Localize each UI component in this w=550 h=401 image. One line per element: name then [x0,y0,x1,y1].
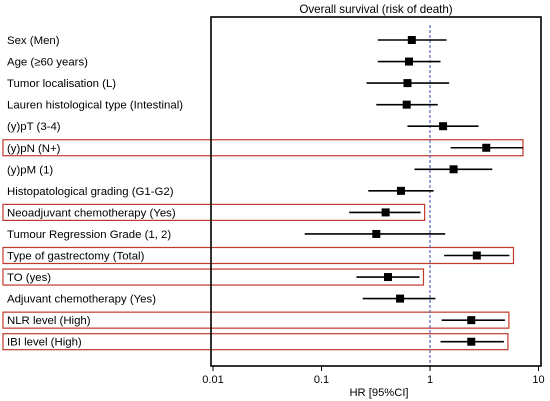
hr-point [383,273,392,282]
hr-point [407,36,416,44]
hr-point [404,57,413,66]
row-label: TO (yes) [7,272,51,284]
x-tick-label: 0.01 [202,374,223,386]
chart-title: Overall survival (risk of death) [299,3,452,16]
plot-frame [210,16,542,367]
hr-point [467,316,476,325]
x-axis-label: HR [95%CI] [349,387,408,399]
row-label: (y)pT (3-4) [7,121,61,133]
hr-point [439,122,448,131]
highlight-box [2,246,515,265]
hr-point [472,251,481,260]
hr-point [403,79,412,88]
row-labels: Sex (Men) Age (≥60 years) Tumor localisati… [7,35,183,349]
row-label: Age (≥60 years) [7,57,88,69]
highlight-box [2,203,426,221]
highlight-box [2,268,425,286]
highlight-boxes [2,139,524,351]
x-tick-label: 10 [532,374,544,386]
row-label: Adjuvant chemotherapy (Yes) [7,294,156,306]
hr-point [396,294,405,303]
hr-point [402,100,411,109]
row-label: Neoadjuvant chemotherapy (Yes) [7,207,176,219]
row-label: NLR level (High) [7,315,91,327]
x-axis-ticks: 0.01 0.1 1 10 [202,366,545,386]
highlight-box [2,333,509,351]
hr-point [381,208,390,217]
row-label: (y)pM (1) [7,164,53,176]
row-label: Histopatological grading (G1-G2) [7,186,174,198]
row-label: IBI level (High) [7,337,82,349]
highlight-box [2,311,510,329]
hr-point [482,143,491,152]
row-label: (y)pN (N+) [7,143,61,155]
x-tick-label: 1 [427,374,433,386]
hr-point [449,165,458,174]
hr-point [372,229,381,238]
row-label: Sex (Men) [7,35,60,47]
plot-marks [304,36,524,346]
hr-point [396,186,405,195]
highlight-box [2,139,524,157]
row-label: Lauren histological type (Intestinal) [7,100,183,112]
row-label: Tumor localisation (L) [7,78,116,90]
row-label: Type of gastrectomy (Total) [7,251,145,263]
x-tick-label: 0.1 [314,374,329,386]
hr-point [467,337,476,346]
row-label: Tumour Regression Grade (1, 2) [7,229,171,241]
